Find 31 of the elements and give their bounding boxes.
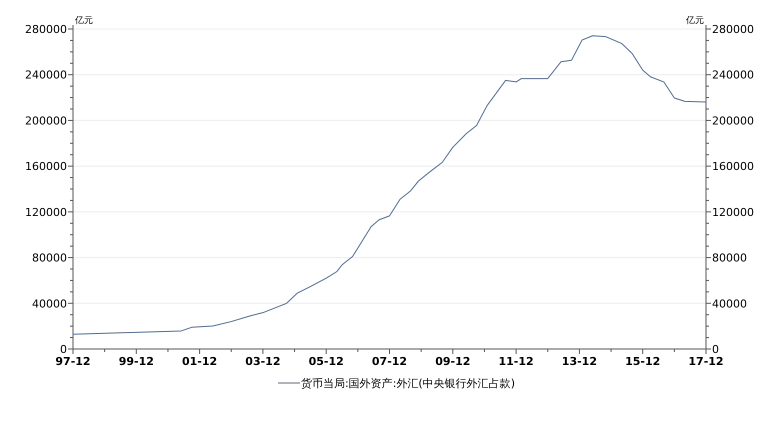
x-tick-label: 15-12 — [625, 355, 660, 368]
x-tick-label: 05-12 — [308, 355, 344, 368]
y-tick-label: 0 — [60, 343, 67, 356]
y2-tick-label: 240000 — [712, 68, 754, 82]
y-axis-title: 亿元 — [74, 15, 93, 26]
y2-axis-title: 亿元 — [685, 15, 704, 26]
x-tick-label: 97-12 — [55, 355, 91, 368]
y2-tick-label: 160000 — [712, 160, 754, 174]
y-tick-label: 120000 — [25, 206, 67, 219]
y-tick-label: 280000 — [25, 23, 67, 36]
line-series — [72, 35, 706, 335]
y-tick-label: 240000 — [25, 68, 67, 82]
x-tick-label: 13-12 — [562, 355, 597, 368]
y-tick-label: 80000 — [32, 252, 67, 265]
y2-tick-label: 120000 — [712, 206, 754, 219]
x-tick-label: 07-12 — [372, 355, 408, 368]
y-tick-label: 200000 — [25, 114, 67, 128]
x-tick-label: 99-12 — [118, 355, 154, 368]
y-tick-label: 40000 — [32, 297, 67, 310]
x-tick-label: 03-12 — [245, 355, 280, 368]
y-tick-label: 160000 — [25, 160, 67, 174]
y2-tick-label: 200000 — [712, 114, 754, 128]
y2-tick-label: 80000 — [712, 252, 747, 265]
legend-label: 货币当局:国外资产:外汇(中央银行外汇占款) — [301, 377, 515, 390]
x-tick-label: 17-12 — [688, 355, 724, 368]
y2-tick-label: 280000 — [712, 23, 754, 36]
y2-tick-label: 0 — [712, 343, 719, 356]
y2-tick-label: 40000 — [712, 297, 747, 310]
x-tick-label: 11-12 — [498, 355, 534, 368]
x-tick-label: 01-12 — [182, 355, 218, 368]
x-tick-label: 09-12 — [435, 355, 470, 368]
